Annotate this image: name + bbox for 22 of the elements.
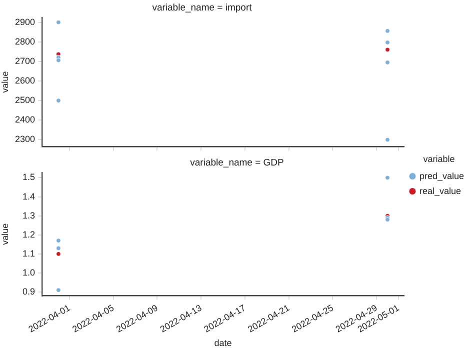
x-axis-title: date (214, 338, 232, 348)
y-tick-label: 2700 (14, 56, 35, 66)
y-axis-title: value (0, 71, 10, 93)
y-tick-label: 2500 (14, 95, 35, 106)
chart-title: variable_name = GDP (190, 157, 284, 168)
y-tick-label: 2300 (14, 134, 35, 144)
y-tick-label: 2900 (14, 16, 35, 27)
y-axis-title: value (0, 223, 10, 245)
y-tick-label: 1.0 (22, 267, 35, 278)
y-tick-label: 2400 (14, 114, 35, 125)
y-tick-label: 1.4 (22, 191, 35, 202)
y-tick-label: 1.5 (22, 172, 35, 182)
y-tick-label: 2600 (14, 76, 35, 86)
chart-title: variable_name = import (152, 2, 252, 14)
y-tick-label: 0.9 (22, 286, 35, 297)
y-tick-label: 2800 (14, 36, 35, 46)
legend-title: variable (423, 154, 455, 164)
y-tick-label: 1.3 (22, 210, 35, 220)
y-tick-label: 1.2 (22, 229, 35, 240)
y-tick-label: 1.1 (22, 248, 35, 258)
legend-label: real_value (419, 186, 461, 196)
legend-label: pred_value (419, 170, 464, 181)
